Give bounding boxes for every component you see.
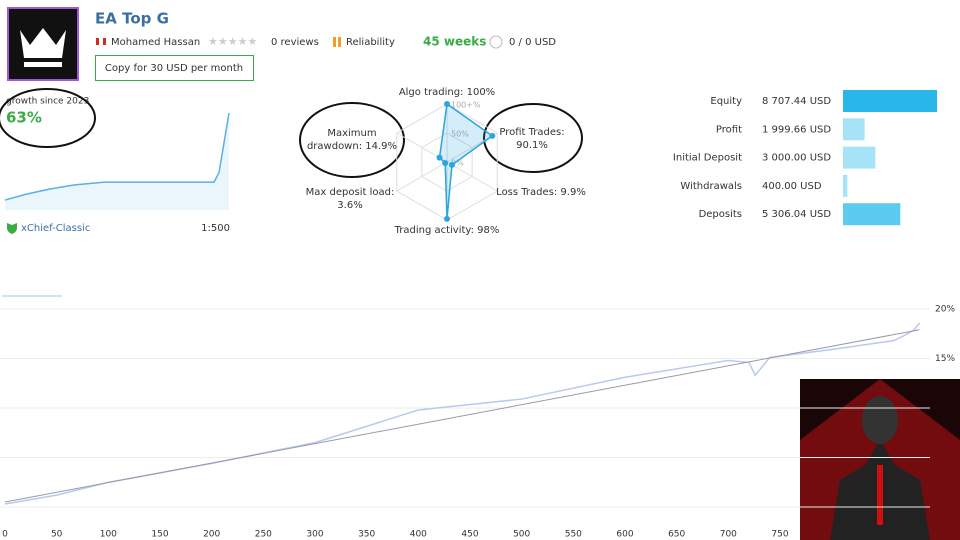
radar-point bbox=[444, 101, 450, 107]
people-icon bbox=[489, 35, 503, 49]
bar bbox=[843, 90, 938, 112]
radar-tick-label: 50% bbox=[451, 130, 469, 139]
line bbox=[4, 112, 230, 201]
bar bbox=[843, 118, 865, 141]
radar-point bbox=[489, 132, 496, 139]
weeks: 45 weeks bbox=[423, 35, 486, 49]
reviews[interactable]: 0 reviews bbox=[271, 37, 319, 48]
annotation-circle bbox=[483, 103, 583, 173]
shield-icon bbox=[7, 223, 17, 234]
title[interactable]: EA Top G bbox=[95, 10, 169, 28]
flag-center bbox=[99, 38, 103, 45]
radar-label: Trading activity: 98% bbox=[394, 225, 500, 236]
bar bbox=[843, 146, 876, 169]
rel-bar bbox=[333, 37, 336, 47]
radar-label: Loss Trades: 9.9% bbox=[496, 187, 586, 198]
radar-label: Max deposit load: bbox=[306, 187, 395, 198]
line bbox=[4, 329, 920, 503]
reliability: Reliability bbox=[346, 37, 395, 48]
radar-label: Profit Trades: bbox=[499, 127, 564, 138]
area bbox=[5, 112, 229, 210]
balance-label: Equity bbox=[710, 96, 742, 107]
radar-tick-label: 100+% bbox=[451, 101, 481, 110]
subscribers: 0 / 0 USD bbox=[509, 37, 556, 48]
radar-axis bbox=[396, 161, 448, 192]
promo-tie bbox=[877, 465, 883, 525]
x-tick-label: 250 bbox=[255, 530, 272, 540]
x-tick-label: 100 bbox=[100, 530, 117, 540]
balance-value: 1 999.66 USD bbox=[762, 124, 831, 135]
balance-label: Withdrawals bbox=[680, 181, 742, 192]
copy-button[interactable] bbox=[95, 55, 254, 81]
x-tick-label: 350 bbox=[358, 530, 375, 540]
radar-point bbox=[442, 160, 449, 167]
radar-label: 90.1% bbox=[516, 140, 548, 151]
bar bbox=[843, 174, 848, 197]
radar-label: Maximum bbox=[327, 128, 376, 139]
radar-label: Algo trading: 100% bbox=[399, 87, 495, 98]
balance-value: 400.00 USD bbox=[762, 181, 822, 192]
radar-point bbox=[444, 215, 450, 222]
radar-label: 3.6% bbox=[337, 200, 362, 211]
x-tick-label: 0 bbox=[2, 530, 8, 540]
x-tick-label: 300 bbox=[306, 530, 323, 540]
y-tick-label: 15% bbox=[935, 354, 955, 364]
x-tick-label: 550 bbox=[565, 530, 582, 540]
x-tick-label: 500 bbox=[513, 530, 530, 540]
server[interactable]: xChief-Classic bbox=[21, 223, 90, 234]
growth-value: 63% bbox=[6, 109, 42, 127]
x-tick-label: 150 bbox=[151, 530, 168, 540]
x-tick-label: 400 bbox=[410, 530, 427, 540]
radar-point bbox=[436, 154, 443, 161]
balance-label: Profit bbox=[716, 124, 742, 135]
author[interactable]: Mohamed Hassan bbox=[111, 37, 200, 48]
annotation-circle bbox=[299, 102, 405, 178]
radar-axis bbox=[446, 161, 498, 192]
balance-label: Initial Deposit bbox=[673, 153, 742, 164]
leverage: 1:500 bbox=[201, 223, 230, 234]
promo-head bbox=[862, 396, 898, 444]
y-tick-label: 20% bbox=[935, 304, 955, 314]
x-tick-label: 600 bbox=[616, 530, 633, 540]
x-tick-label: 750 bbox=[771, 530, 788, 540]
annotation-circle bbox=[0, 88, 96, 148]
balance-value: 5 306.04 USD bbox=[762, 209, 831, 220]
line bbox=[4, 322, 921, 505]
x-tick-label: 700 bbox=[720, 530, 737, 540]
x-tick-label: 450 bbox=[461, 530, 478, 540]
rel-bar bbox=[338, 37, 341, 47]
balance-value: 3 000.00 USD bbox=[762, 153, 831, 164]
radar-label: drawdown: 14.9% bbox=[307, 141, 397, 152]
copy-button-label[interactable]: Copy for 30 USD per month bbox=[105, 63, 243, 74]
bar bbox=[843, 203, 901, 226]
stars: ★★★★★ bbox=[208, 35, 257, 48]
logo-bar bbox=[24, 62, 62, 67]
radar-point bbox=[448, 161, 455, 168]
radar-tick-label: 0% bbox=[451, 159, 464, 168]
logo-crown bbox=[20, 28, 66, 58]
balance-label: Deposits bbox=[699, 209, 742, 220]
x-tick-label: 50 bbox=[51, 530, 63, 540]
x-tick-label: 650 bbox=[668, 530, 685, 540]
x-tick-label: 200 bbox=[203, 530, 220, 540]
growth-label: growth since 2023 bbox=[6, 97, 89, 107]
balance-value: 8 707.44 USD bbox=[762, 96, 831, 107]
